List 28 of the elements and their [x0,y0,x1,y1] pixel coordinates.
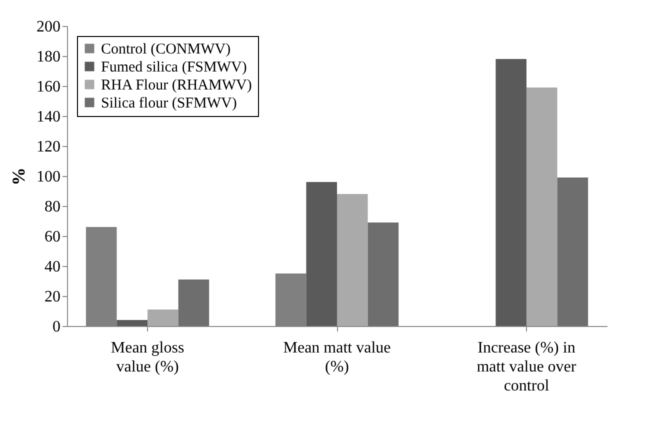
x-tick-label: Mean matt value (%) [283,340,391,376]
y-tick-label: 140 [36,108,60,126]
y-tick-label: 180 [36,48,60,66]
legend-label: Control (CONMWV) [101,42,231,58]
legend-label: Silica flour (SFMWV) [101,96,237,112]
bar [337,194,368,326]
bar [148,310,178,326]
y-tick-label: 60 [44,228,60,246]
bar [557,178,588,326]
y-tick-label: 40 [44,258,60,276]
x-tick-label: Increase (%) in matt value over control [476,340,577,394]
legend-label: RHA Flour (RHAMWV) [101,78,252,94]
x-tick-label: Mean gloss value (%) [110,340,184,376]
y-tick-label: 200 [36,18,60,36]
y-tick-label: 0 [52,318,60,336]
bar [368,222,399,326]
y-axis-title: % [8,168,28,186]
bar [496,59,526,326]
bar [178,280,210,326]
legend-label: Fumed silica (FSMWV) [101,60,247,76]
y-tick-label: 100 [36,168,60,186]
bar [526,88,558,326]
y-tick-label: 160 [36,78,60,96]
y-tick-label: 120 [36,138,60,156]
y-tick-label: 20 [44,288,60,306]
bar [116,320,148,326]
bar [306,182,337,326]
y-tick-label: 80 [44,198,60,216]
